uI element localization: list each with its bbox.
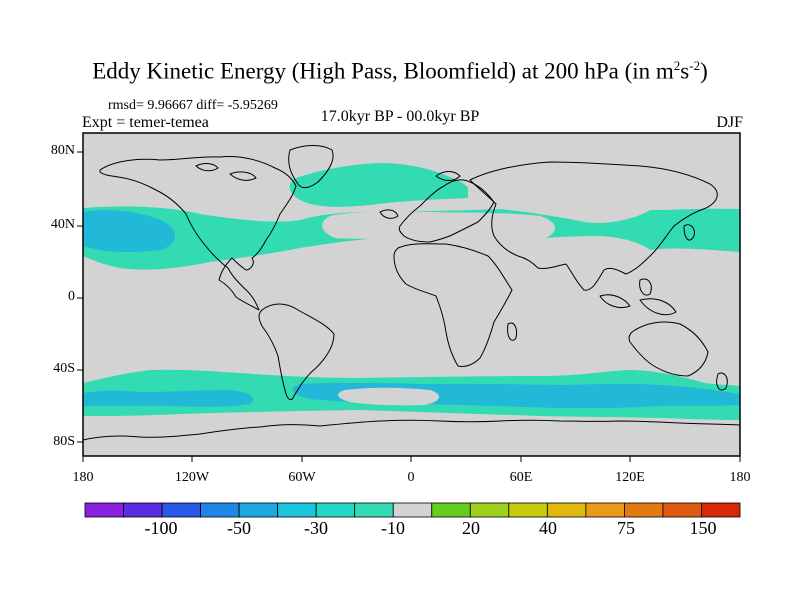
stats-line: rmsd= 9.96667 diff= -5.95269 <box>108 98 278 113</box>
lat-label-0: 0 <box>68 289 75 304</box>
colorbar-cell <box>161 502 201 518</box>
lat-tick-marks <box>77 151 83 443</box>
colorbar-cell <box>508 502 548 518</box>
coastlines <box>82 145 741 441</box>
south-atlantic-neutral-patch <box>338 387 440 406</box>
lat-label-80n: 80N <box>50 143 75 158</box>
colorbar-cell <box>238 502 279 518</box>
colorbar-cell <box>277 502 317 518</box>
north-pacific-strong-anomaly <box>83 210 176 253</box>
title-end: ) <box>700 58 708 84</box>
colorbar-cell <box>585 502 625 518</box>
colorbar-cell <box>315 502 356 518</box>
north-atlantic-neutral-patch <box>322 211 555 242</box>
lon-label-180e: 180 <box>729 470 751 485</box>
lon-label-120w: 120W <box>174 470 210 485</box>
colorbar-cell <box>392 502 433 518</box>
lon-label-180w: 180 <box>72 470 94 485</box>
title-mid: s <box>680 58 690 84</box>
colorbar-label-minus50: -50 <box>227 518 251 538</box>
season-label: DJF <box>716 114 743 131</box>
lat-label-40n: 40N <box>50 217 75 232</box>
colorbar-cell <box>123 502 163 518</box>
period-label: 17.0kyr BP - 00.0kyr BP <box>320 108 480 125</box>
colorbar-cell <box>662 502 702 518</box>
colorbar-label-minus100: -100 <box>144 518 178 538</box>
colorbar-cell <box>354 502 394 518</box>
colorbar-label-150: 150 <box>689 518 717 538</box>
colorbar-label-20: 20 <box>462 518 480 538</box>
colorbar-cell <box>200 502 240 518</box>
colorbar <box>84 502 741 518</box>
colorbar-cell <box>624 502 664 518</box>
lon-label-60e: 60E <box>509 470 533 485</box>
lat-label-40s: 40S <box>53 361 75 376</box>
colorbar-cell <box>84 502 124 518</box>
colorbar-label-minus30: -30 <box>304 518 328 538</box>
lon-label-0: 0 <box>407 470 415 485</box>
title-sup-2: -2 <box>689 58 701 73</box>
lat-label-80s: 80S <box>53 434 75 449</box>
colorbar-cell <box>431 502 471 518</box>
lon-tick-marks <box>82 456 741 462</box>
colorbar-label-40: 40 <box>539 518 557 538</box>
lon-label-60w: 60W <box>288 470 316 485</box>
colorbar-label-75: 75 <box>617 518 635 538</box>
map-title: Eddy Kinetic Energy (High Pass, Bloomfie… <box>0 58 800 85</box>
colorbar-cell <box>546 502 587 518</box>
title-text: Eddy Kinetic Energy (High Pass, Bloomfie… <box>92 58 674 84</box>
title-sup-1: 2 <box>673 58 681 73</box>
colorbar-label-minus10: -10 <box>381 518 405 538</box>
colorbar-cell <box>469 502 510 518</box>
colorbar-cell <box>701 502 741 518</box>
lon-label-120e: 120E <box>615 470 645 485</box>
northern-anomaly-band <box>83 163 740 270</box>
experiment-label: Expt = temer-temea <box>82 114 209 131</box>
